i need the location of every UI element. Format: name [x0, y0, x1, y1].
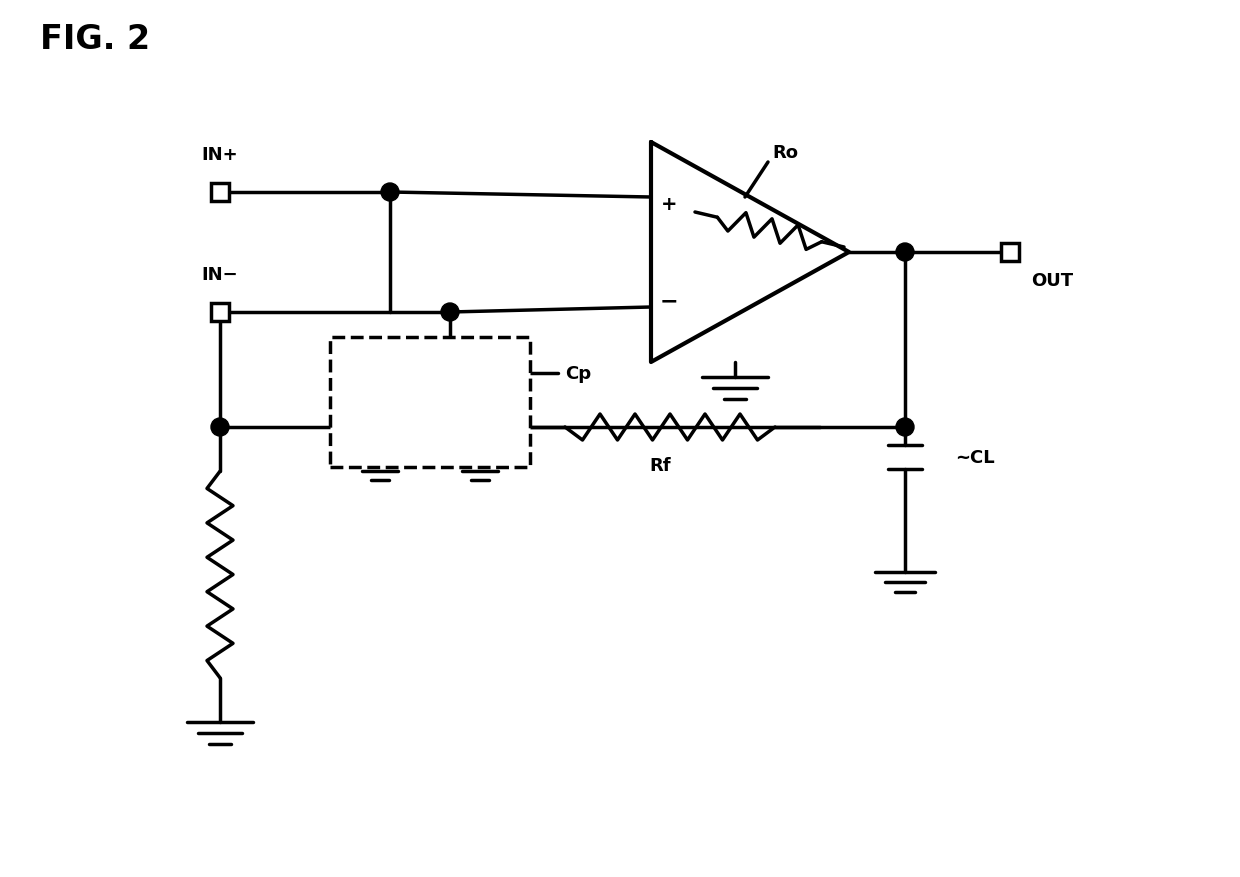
Bar — [211, 303, 229, 322]
Text: FIG. 2: FIG. 2 — [40, 24, 150, 56]
Bar — [330, 338, 529, 467]
Text: IN−: IN− — [202, 266, 238, 283]
Text: −: − — [660, 291, 678, 311]
Text: Cp: Cp — [565, 365, 591, 382]
Text: +: + — [661, 195, 677, 214]
Text: OUT: OUT — [1030, 272, 1073, 289]
Text: ~CL: ~CL — [955, 448, 994, 467]
Circle shape — [211, 418, 229, 437]
Circle shape — [897, 418, 914, 437]
Text: Ro: Ro — [773, 144, 799, 162]
Text: IN+: IN+ — [202, 146, 238, 164]
Bar — [1001, 244, 1019, 261]
Text: Rf: Rf — [650, 457, 671, 474]
Circle shape — [897, 244, 914, 261]
Circle shape — [441, 303, 459, 322]
Circle shape — [381, 184, 399, 202]
Bar — [211, 184, 229, 202]
